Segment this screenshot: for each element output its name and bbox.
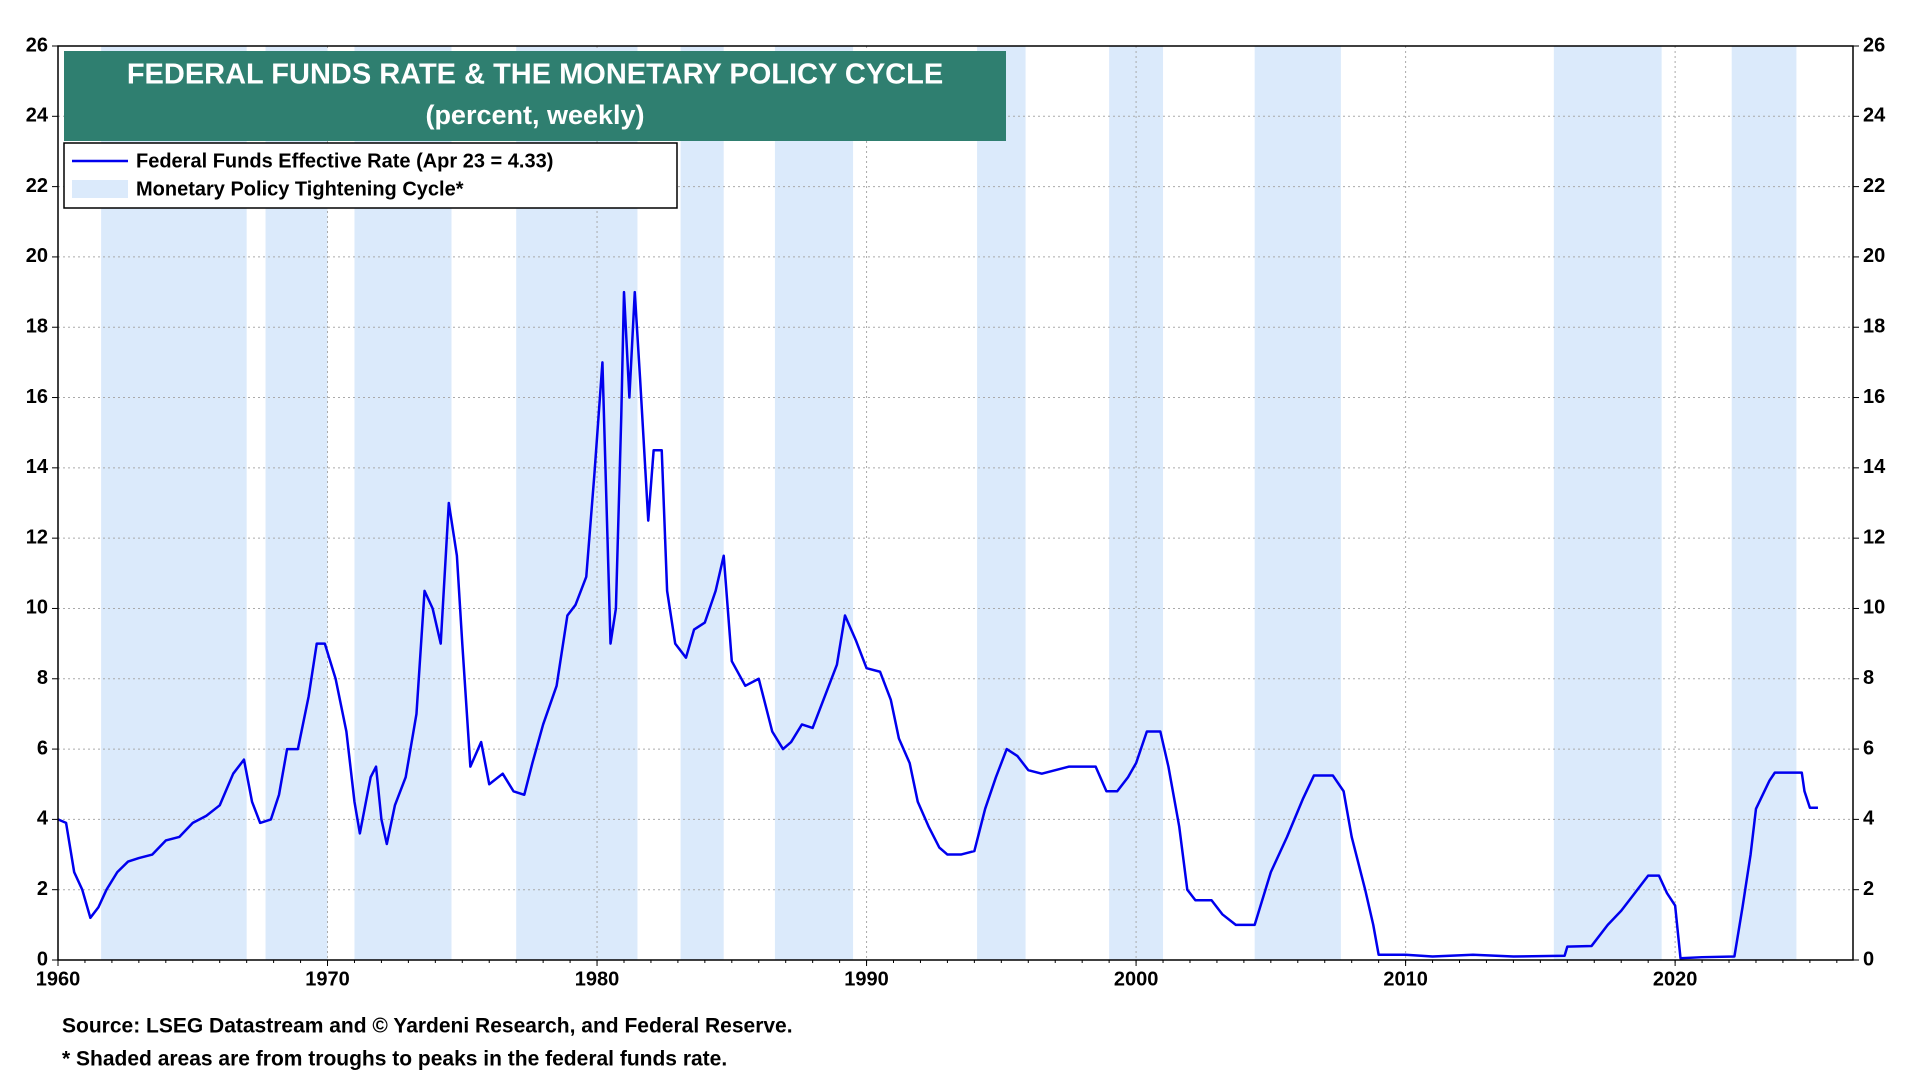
- y2-tick-label: 20: [1863, 245, 1885, 267]
- y2-tick-label: 16: [1863, 386, 1885, 408]
- y-tick-label: 10: [26, 597, 48, 619]
- y-tick-label: 20: [26, 245, 48, 267]
- title-box: [64, 51, 1006, 141]
- y2-tick-label: 4: [1863, 808, 1875, 830]
- x-tick-label: 1960: [36, 968, 81, 990]
- y-tick-label: 8: [37, 667, 48, 689]
- y2-tick-label: 26: [1863, 34, 1885, 56]
- legend-label: Federal Funds Effective Rate (Apr 23 = 4…: [136, 150, 553, 172]
- y-tick-label: 16: [26, 386, 48, 408]
- y2-tick-label: 10: [1863, 597, 1885, 619]
- line-layer: [57, 290, 1818, 960]
- y-tick-label: 2: [37, 878, 48, 900]
- chart-subtitle: (percent, weekly): [425, 100, 644, 130]
- tightening-cycle: [1731, 46, 1797, 960]
- y2-tick-label: 18: [1863, 316, 1885, 338]
- y2-tick-label: 8: [1863, 667, 1874, 689]
- legend-label: Monetary Policy Tightening Cycle*: [136, 178, 464, 200]
- y2-tick-label: 24: [1863, 105, 1886, 127]
- y-tick-label: 4: [37, 808, 49, 830]
- tightening-cycle: [680, 46, 724, 960]
- x-tick-label: 2020: [1653, 968, 1698, 990]
- x-tick-label: 1970: [305, 968, 350, 990]
- chart-title: FEDERAL FUNDS RATE & THE MONETARY POLICY…: [127, 59, 943, 91]
- y2-tick-label: 2: [1863, 878, 1874, 900]
- x-tick-label: 2010: [1383, 968, 1428, 990]
- y-tick-label: 12: [26, 526, 48, 548]
- y2-tick-label: 14: [1863, 456, 1886, 478]
- tightening-cycle: [1553, 46, 1662, 960]
- plot-frame: [57, 45, 1854, 961]
- y-tick-label: 24: [26, 105, 49, 127]
- y-tick-label: 18: [26, 316, 48, 338]
- y-tick-label: 0: [37, 948, 48, 970]
- rate-line: [57, 290, 1818, 960]
- legend-box: [63, 142, 678, 209]
- tightening-cycle: [774, 46, 854, 960]
- tightening-cycle: [1254, 46, 1341, 960]
- x-tick-label: 2000: [1114, 968, 1159, 990]
- y2-tick-label: 0: [1863, 948, 1874, 970]
- y2-tick-label: 12: [1863, 526, 1885, 548]
- y-tick-label: 26: [26, 34, 48, 56]
- source-note: Source: LSEG Datastream and © Yardeni Re…: [62, 1015, 793, 1038]
- y-tick-label: 6: [37, 737, 48, 759]
- y-tick-label: 22: [26, 175, 48, 197]
- tightening-cycle: [977, 46, 1026, 960]
- footnote: * Shaded areas are from troughs to peaks…: [62, 1048, 727, 1071]
- y2-tick-label: 22: [1863, 175, 1885, 197]
- legend-shade-swatch: [72, 180, 128, 198]
- x-tick-label: 1990: [844, 968, 889, 990]
- y-tick-label: 14: [26, 456, 49, 478]
- x-tick-label: 1980: [575, 968, 620, 990]
- y2-tick-label: 6: [1863, 737, 1874, 759]
- grid-layer: [52, 45, 1859, 966]
